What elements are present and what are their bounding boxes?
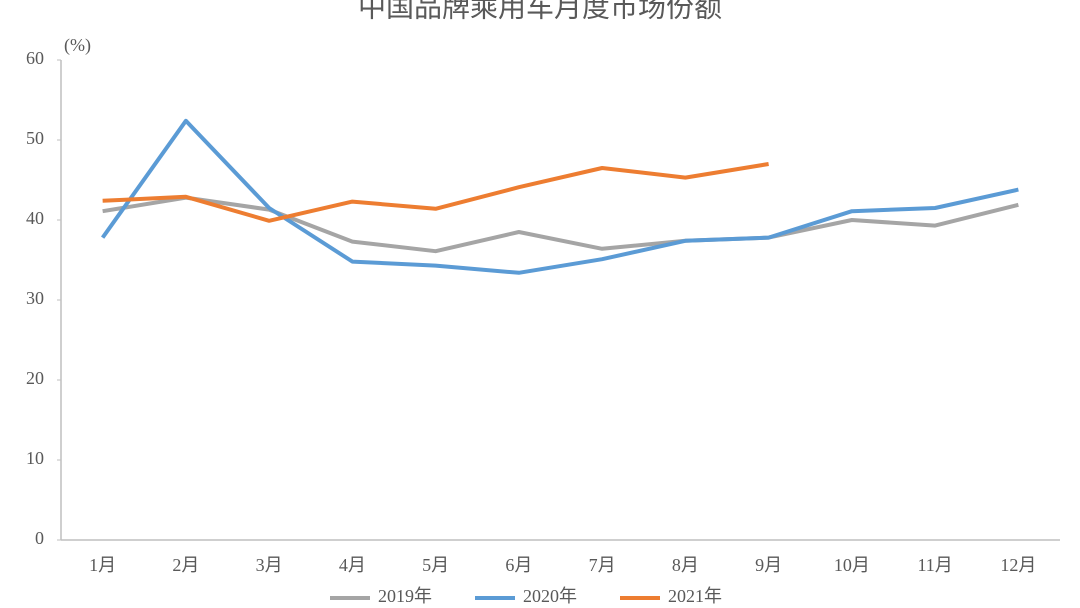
x-tick-label: 4月 bbox=[339, 555, 366, 575]
x-tick-label: 7月 bbox=[589, 555, 616, 575]
y-tick-label: 30 bbox=[26, 288, 44, 308]
y-tick-label: 0 bbox=[35, 528, 44, 548]
y-tick-label: 20 bbox=[26, 368, 44, 388]
x-tick-label: 3月 bbox=[256, 555, 283, 575]
x-tick-label: 6月 bbox=[505, 555, 532, 575]
x-tick-label: 12月 bbox=[1000, 555, 1036, 575]
legend-label: 2020年 bbox=[523, 586, 577, 606]
line-series bbox=[102, 162, 769, 223]
x-tick-label: 11月 bbox=[917, 555, 952, 575]
x-tick-label: 5月 bbox=[422, 555, 449, 575]
x-tick-label: 8月 bbox=[672, 555, 699, 575]
line-series bbox=[100, 118, 1019, 275]
legend-label: 2021年 bbox=[668, 586, 722, 606]
y-axis-label: (%) bbox=[64, 35, 91, 56]
y-tick-label: 50 bbox=[26, 128, 44, 148]
y-tick-label: 60 bbox=[26, 48, 44, 68]
line-series bbox=[102, 195, 1019, 254]
x-tick-label: 10月 bbox=[834, 555, 870, 575]
y-tick-label: 10 bbox=[26, 448, 44, 468]
chart-title: 中国品牌乘用车月度市场份额 bbox=[358, 0, 722, 23]
legend-label: 2019年 bbox=[378, 586, 432, 606]
x-tick-label: 2月 bbox=[172, 555, 199, 575]
x-tick-label: 9月 bbox=[755, 555, 782, 575]
x-tick-label: 1月 bbox=[89, 555, 116, 575]
y-tick-label: 40 bbox=[26, 208, 44, 228]
